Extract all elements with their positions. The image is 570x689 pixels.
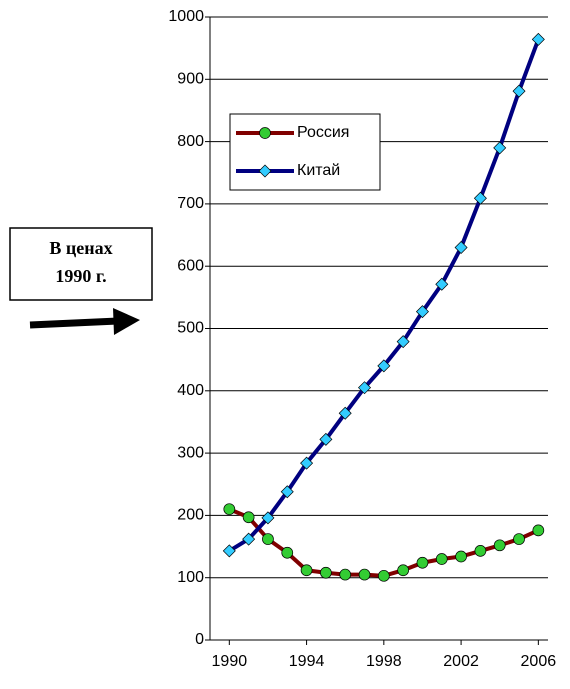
marker <box>493 539 506 552</box>
marker <box>222 544 236 558</box>
marker <box>377 569 390 582</box>
marker <box>223 503 236 516</box>
marker <box>532 524 545 537</box>
marker <box>416 556 429 569</box>
marker <box>415 305 429 319</box>
marker <box>339 568 352 581</box>
marker <box>435 277 449 291</box>
marker <box>319 432 333 446</box>
marker <box>300 456 314 470</box>
x-tick-label: 2006 <box>521 653 557 670</box>
y-tick-label: 600 <box>177 257 204 274</box>
y-tick-label: 200 <box>177 507 204 524</box>
x-tick-label: 1994 <box>289 653 325 670</box>
marker <box>242 532 256 546</box>
y-tick-label: 900 <box>177 71 204 88</box>
marker <box>242 511 255 524</box>
marker <box>512 84 526 98</box>
marker <box>396 335 410 349</box>
y-tick-label: 100 <box>177 569 204 586</box>
marker <box>358 568 371 581</box>
y-tick-label: 400 <box>177 382 204 399</box>
marker <box>320 566 332 579</box>
arrow-head <box>113 308 140 335</box>
y-tick-label: 500 <box>177 320 204 337</box>
marker <box>435 553 448 565</box>
x-tick-label: 1998 <box>366 653 402 670</box>
y-tick-label: 1000 <box>168 8 204 25</box>
y-tick-label: 300 <box>177 444 204 461</box>
legend-label: Россия <box>297 124 349 141</box>
marker <box>300 564 313 577</box>
marker <box>262 533 274 545</box>
annotation: В ценах <box>49 238 112 258</box>
legend-label: Китай <box>297 162 340 179</box>
legend-box <box>229 113 381 191</box>
marker <box>474 545 487 557</box>
marker <box>454 241 468 255</box>
annotation-box <box>9 227 153 301</box>
marker <box>259 127 271 139</box>
marker <box>338 406 352 420</box>
arrow <box>29 317 119 329</box>
marker <box>377 359 391 373</box>
marker <box>280 485 294 499</box>
y-tick-label: 800 <box>177 133 204 150</box>
marker <box>358 381 372 395</box>
marker <box>473 191 487 205</box>
x-tick-label: 1990 <box>212 653 248 670</box>
marker <box>261 511 275 525</box>
annotation: 1990 г. <box>55 266 106 286</box>
marker <box>531 32 545 46</box>
marker <box>397 564 409 577</box>
marker <box>258 164 272 178</box>
marker <box>513 533 525 545</box>
marker <box>455 550 467 563</box>
x-tick-label: 2002 <box>443 653 479 670</box>
series-line <box>228 507 540 578</box>
y-tick-label: 0 <box>195 631 204 648</box>
marker <box>493 141 507 155</box>
y-tick-label: 700 <box>177 195 204 212</box>
marker <box>281 546 294 559</box>
